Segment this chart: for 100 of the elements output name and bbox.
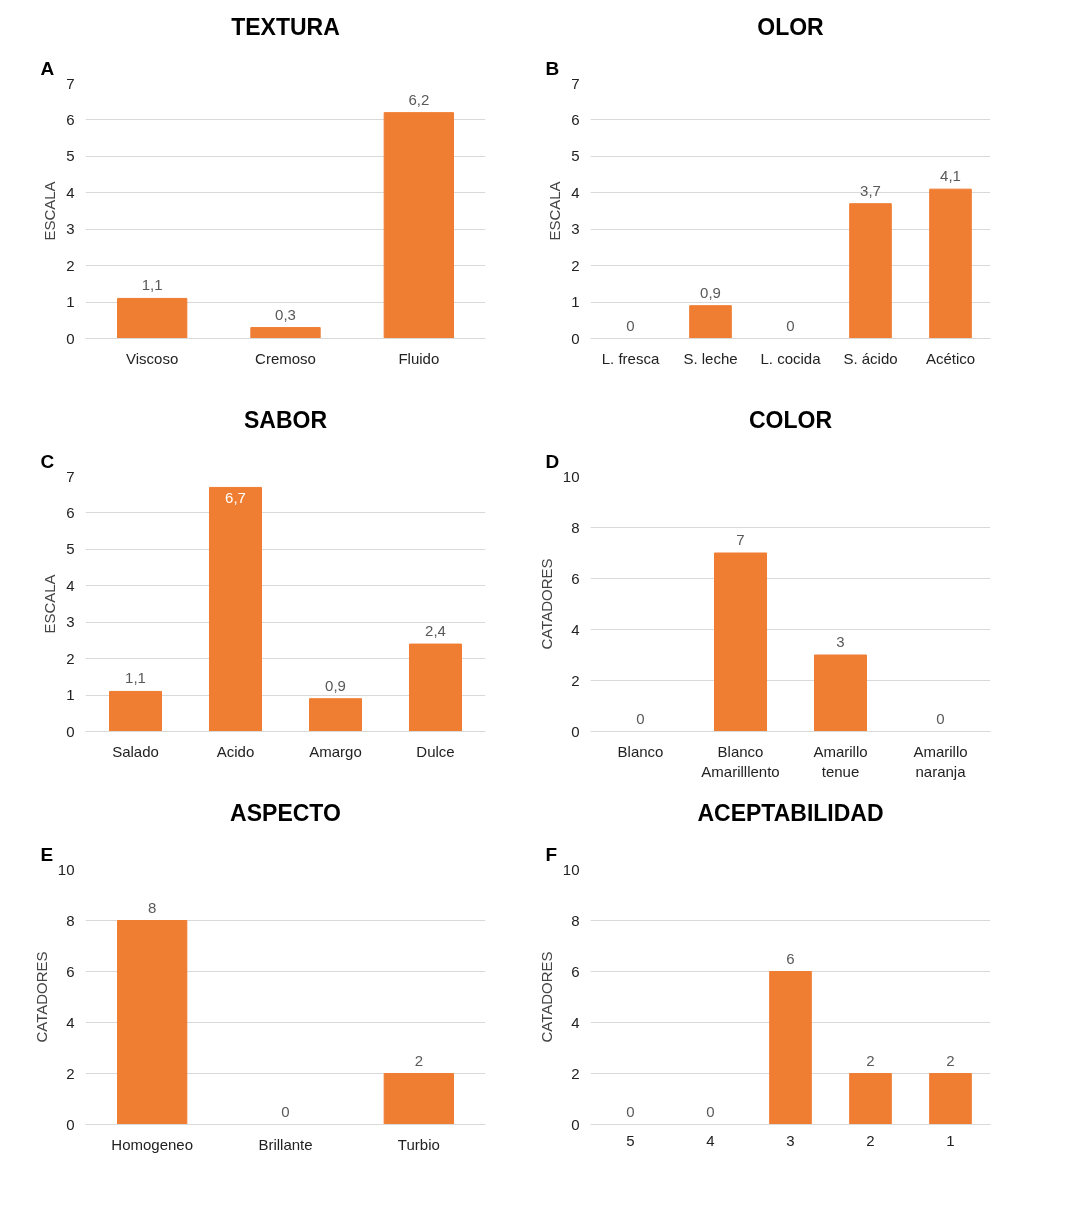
y-axis-title: ESCALA [546, 181, 564, 241]
y-tick-label: 0 [571, 329, 580, 347]
x-tick-label: Amargo [309, 742, 362, 760]
y-tick-label: 10 [562, 467, 580, 485]
data-label: 0,9 [325, 676, 346, 694]
data-label: 0 [636, 709, 645, 727]
y-tick-label: 4 [571, 1013, 580, 1031]
x-tick-label: Cremoso [255, 349, 316, 367]
y-tick-label: 8 [571, 518, 580, 536]
data-label: 0,3 [275, 305, 296, 323]
y-tick-label: 3 [66, 220, 75, 238]
y-axis-title: CATADORES [537, 558, 555, 650]
data-label: 2 [414, 1051, 424, 1069]
chart-title: ASPECTO [230, 799, 341, 826]
data-label: 4,1 [940, 167, 961, 185]
data-label: 0 [626, 1102, 635, 1120]
data-label: 3 [836, 633, 845, 650]
text: D [545, 450, 560, 472]
y-tick-label: 3 [66, 613, 75, 631]
data-label: 3,7 [860, 181, 881, 199]
y-tick-label: 8 [66, 911, 75, 929]
y-tick-label: 7 [66, 467, 75, 485]
x-tick-label: Salado [112, 742, 159, 760]
y-axis-title: ESCALA [41, 181, 59, 241]
y-tick-label: 2 [571, 256, 580, 274]
y-tick-label: 1 [571, 293, 580, 311]
y-tick-label: 2 [66, 256, 75, 274]
chart-title: ACEPTABILIDAD [697, 799, 884, 826]
y-tick-label: 0 [571, 1115, 580, 1133]
text: F [545, 843, 558, 865]
text: C [40, 450, 55, 472]
data-label: 0 [626, 316, 635, 334]
text: B [545, 57, 560, 79]
data-label: 0,9 [700, 283, 721, 301]
x-tick-label: Blanco Amarilllento [701, 742, 780, 780]
x-tick-label: Amarillo naranja [913, 742, 968, 780]
data-label: 6,2 [408, 90, 430, 108]
y-tick-label: 4 [571, 620, 580, 638]
y-tick-label: 4 [571, 183, 580, 201]
data-label: 0 [281, 1102, 290, 1120]
text: A [40, 57, 55, 79]
y-tick-label: 1 [66, 686, 75, 704]
y-tick-label: 5 [66, 147, 75, 165]
text: E [40, 843, 54, 865]
y-tick-label: 0 [66, 722, 75, 740]
x-tick-label: 1 [946, 1131, 955, 1149]
data-label: 2 [946, 1051, 955, 1069]
y-tick-label: 2 [66, 649, 75, 667]
y-tick-label: 6 [571, 110, 580, 128]
x-tick-label: Viscoso [126, 349, 179, 367]
y-tick-label: 8 [571, 911, 580, 929]
x-tick-label: 5 [626, 1131, 635, 1149]
x-tick-label: Dulce [416, 742, 455, 760]
y-tick-label: 3 [571, 220, 580, 238]
y-axis-title: ESCALA [41, 574, 59, 634]
data-label: 0 [786, 316, 795, 334]
x-tick-label: L. fresca [601, 349, 660, 367]
data-label: 7 [736, 531, 745, 548]
y-axis-title: CATADORES [32, 951, 50, 1043]
y-tick-label: 4 [66, 183, 75, 201]
chart-title: TEXTURA [231, 13, 340, 40]
x-tick-label: 3 [786, 1131, 795, 1149]
x-tick-label: S. ácido [843, 349, 898, 367]
x-tick-label: L. cocida [760, 349, 822, 367]
data-label: 2 [866, 1051, 875, 1069]
chart-title: SABOR [243, 406, 328, 433]
data-label: 1,1 [141, 276, 163, 294]
x-tick-label: 4 [706, 1131, 715, 1149]
y-tick-label: 5 [66, 540, 75, 558]
x-tick-label: S. leche [683, 349, 738, 367]
x-tick-label: Brillante [258, 1135, 313, 1153]
y-tick-label: 0 [66, 329, 75, 347]
y-tick-label: 0 [571, 722, 580, 740]
x-tick-label: Homogeneo [111, 1135, 194, 1153]
data-label: 2,4 [425, 622, 446, 640]
y-tick-label: 6 [571, 962, 580, 980]
y-tick-label: 6 [66, 110, 75, 128]
y-tick-label: 6 [66, 503, 75, 521]
y-tick-label: 6 [571, 569, 580, 587]
data-label: 0 [936, 709, 945, 727]
y-tick-label: 2 [66, 1064, 75, 1082]
y-tick-label: 4 [66, 576, 75, 594]
data-label: 1,1 [125, 669, 146, 687]
y-tick-label: 2 [571, 1064, 580, 1082]
x-tick-label: Blanco [617, 742, 664, 760]
y-axis-title: CATADORES [537, 951, 555, 1043]
data-label: 8 [148, 898, 157, 916]
x-tick-label: Acido [216, 742, 255, 760]
x-tick-label: Acético [925, 349, 976, 367]
x-tick-label: 2 [866, 1131, 875, 1149]
y-tick-label: 10 [57, 860, 75, 878]
y-tick-label: 4 [66, 1013, 75, 1031]
y-tick-label: 1 [66, 293, 75, 311]
y-tick-label: 0 [66, 1115, 75, 1133]
y-tick-label: 10 [562, 860, 580, 878]
y-tick-label: 6 [66, 962, 75, 980]
y-tick-label: 7 [66, 74, 75, 92]
data-label: 6,7 [225, 489, 246, 507]
data-label: 0 [706, 1102, 715, 1120]
x-tick-label: Fluido [398, 349, 440, 367]
